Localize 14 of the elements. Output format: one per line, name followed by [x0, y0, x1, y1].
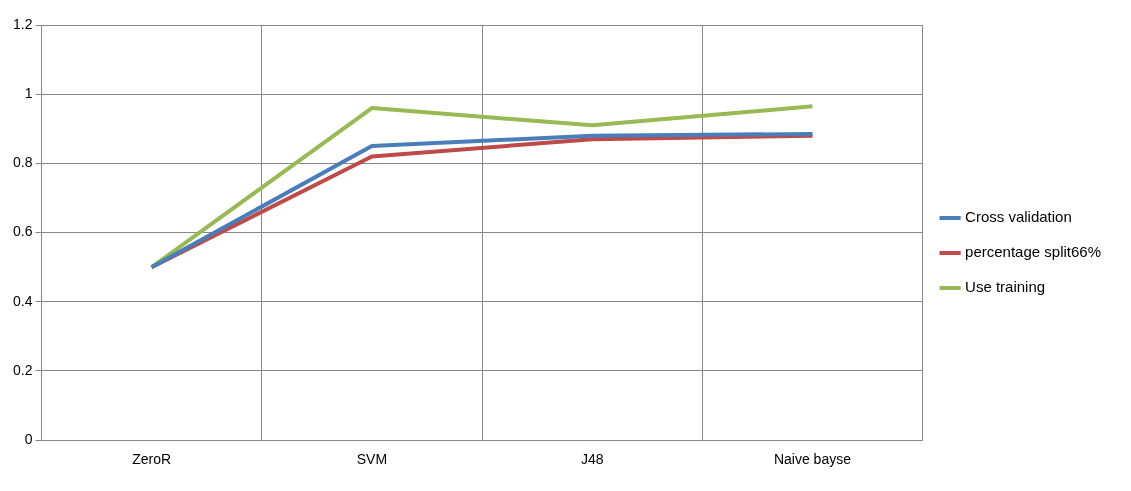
legend-label: Use training — [965, 278, 1046, 296]
legend-label: Cross validation — [965, 208, 1072, 226]
x-tick-label: SVM — [356, 451, 388, 468]
y-tick-label: 0.2 — [12, 361, 33, 378]
y-tick-label: 0.8 — [12, 154, 33, 171]
y-tick-label: 0 — [24, 431, 33, 448]
y-tick-label: 0.4 — [12, 292, 33, 309]
y-tick-label: 1.2 — [12, 15, 33, 32]
x-tick-label: ZeroR — [132, 451, 172, 468]
y-tick-label: 0.6 — [12, 223, 33, 240]
x-tick-label: J48 — [580, 451, 604, 468]
x-tick-label: Naive bayse — [773, 451, 852, 468]
legend-label: percentage split66% — [965, 243, 1102, 261]
y-tick-label: 1 — [24, 85, 33, 102]
